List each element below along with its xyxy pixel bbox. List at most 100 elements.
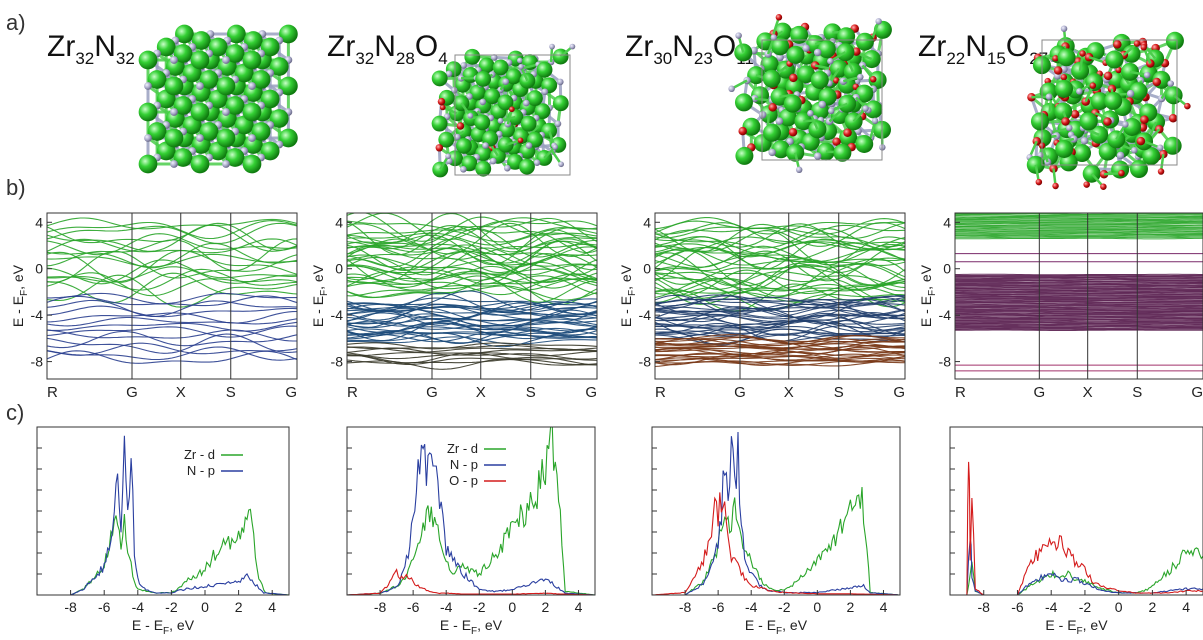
- zr-atom: [519, 159, 535, 175]
- band-line: [955, 305, 1203, 306]
- zr-atom: [520, 73, 536, 89]
- y-tick-label: -8: [639, 354, 652, 370]
- y-tick-label: 4: [35, 214, 43, 230]
- zr-atom: [243, 155, 262, 174]
- n-atom: [517, 58, 523, 64]
- x-tick-label: 0: [813, 599, 821, 615]
- band-line: [955, 282, 1203, 283]
- n-atom: [827, 58, 834, 65]
- kpoint-label: R: [47, 384, 58, 401]
- zr-atom: [784, 95, 802, 113]
- n-atom: [1066, 125, 1073, 132]
- zr-atom: [475, 161, 491, 177]
- x-tick-label: 2: [542, 599, 550, 615]
- y-tick-label: -4: [939, 307, 952, 323]
- zr-atom: [464, 49, 480, 65]
- band-line: [955, 275, 1203, 276]
- kpoint-label: G: [585, 384, 597, 401]
- kpoint-label: G: [285, 384, 297, 401]
- kpoint-label: S: [1132, 384, 1142, 401]
- n-atom: [1122, 121, 1129, 128]
- x-tick-label: 2: [1149, 599, 1157, 615]
- x-tick-label: -2: [473, 599, 486, 615]
- band-lines: [955, 212, 1203, 371]
- band-line: [955, 295, 1203, 296]
- band-line: [955, 219, 1203, 220]
- n-atom: [728, 86, 735, 93]
- n-atom: [170, 160, 178, 168]
- band-line: [955, 284, 1203, 285]
- zr-atom: [553, 95, 569, 111]
- x-tick-label: 0: [1115, 599, 1123, 615]
- band-line: [955, 237, 1203, 238]
- kpoint-label: G: [1033, 384, 1045, 401]
- zr-atom: [833, 144, 851, 162]
- zr-atom: [474, 114, 490, 130]
- band-line: [955, 313, 1203, 314]
- band-line: [347, 212, 597, 241]
- zr-atom: [811, 71, 829, 89]
- x-tick-label: -6: [1011, 599, 1024, 615]
- n-atom: [170, 56, 178, 64]
- band-lines: [347, 212, 597, 369]
- pdos-lines: [652, 432, 900, 595]
- n-atom: [222, 160, 230, 168]
- o-atom: [1184, 103, 1191, 110]
- n-atom: [759, 111, 767, 119]
- zr-atom: [763, 70, 781, 88]
- band-line: [347, 345, 597, 349]
- o-atom: [1169, 114, 1178, 123]
- zr-atom: [537, 62, 553, 78]
- n-atom: [570, 44, 576, 50]
- band-line: [955, 308, 1203, 309]
- n-atom: [196, 134, 204, 142]
- panel-label-c: c): [6, 400, 24, 425]
- band-line: [955, 303, 1203, 304]
- zr-atom: [763, 124, 781, 142]
- y-tick-label: 4: [335, 214, 343, 230]
- o-atom: [870, 76, 877, 83]
- o-atom: [789, 128, 798, 137]
- o-atom: [1036, 179, 1043, 186]
- structure-image: [139, 25, 298, 174]
- band-line: [955, 226, 1203, 227]
- panel-label-a: a): [6, 10, 26, 35]
- x-tick-label: -8: [978, 599, 991, 615]
- band-line: [47, 293, 297, 303]
- x-tick-label: -4: [1045, 599, 1058, 615]
- band-line: [955, 314, 1203, 315]
- o-atom: [1052, 183, 1059, 190]
- x-tick-label: -6: [712, 599, 725, 615]
- formula-zr22n15o27: Zr22N15O27: [918, 30, 1048, 68]
- zr-atom: [191, 103, 210, 122]
- band-line: [955, 233, 1203, 234]
- kpoint-label: X: [1083, 384, 1093, 401]
- band-line: [955, 219, 1203, 220]
- n-atom: [504, 165, 511, 172]
- legend-label: Zr - d: [184, 447, 215, 462]
- band-line: [955, 289, 1203, 290]
- o-atom: [1104, 72, 1113, 81]
- n-atom: [1144, 72, 1151, 79]
- zr-atom: [1105, 51, 1123, 69]
- legend-label: N - p: [450, 457, 478, 472]
- o-atom: [1153, 78, 1162, 87]
- y-tick-label: -8: [31, 354, 44, 370]
- zr-atom: [243, 103, 262, 122]
- x-tick-label: 4: [880, 599, 888, 615]
- x-tick-label: -4: [132, 599, 145, 615]
- o-atom: [738, 127, 747, 136]
- zr-atom: [1055, 80, 1073, 98]
- pdos-lines: [950, 462, 1203, 595]
- n-atom: [526, 142, 533, 149]
- x-tick-label: 2: [235, 599, 243, 615]
- x-tick-label: 2: [847, 599, 855, 615]
- band-line: [955, 307, 1203, 308]
- crystal-structures: [139, 14, 1191, 190]
- zr-atom: [521, 116, 537, 132]
